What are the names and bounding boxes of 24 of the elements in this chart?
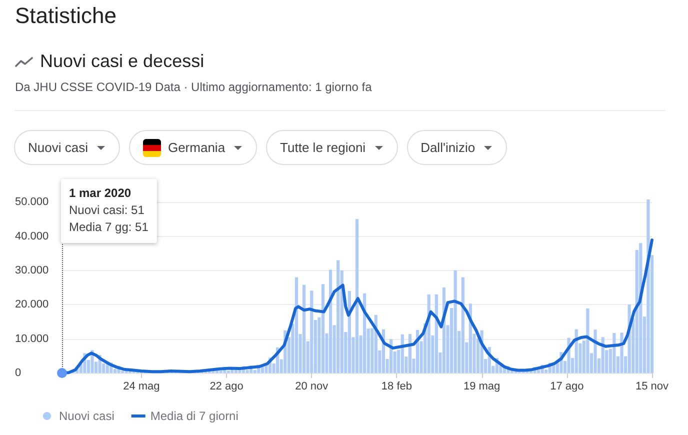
x-tick-label: 18 feb [381,380,412,392]
y-tick-label: 20.000 [15,298,49,311]
x-tick-label: 24 mag [123,380,160,392]
chart-subtitle: Da JHU CSSE COVID-19 Data · Ultimo aggiornamento: 1 giorno fa [15,80,372,94]
tooltip: 1 mar 2020 Nuovi casi: 51 Media 7 gg: 51 [61,179,158,243]
x-tick-label: 17 ago [550,380,584,392]
legend-label: Nuovi casi [59,409,114,423]
x-tick-label: 19 mag [463,380,500,392]
x-tick-label: 22 ago [210,380,244,392]
y-tick-label: 30.000 [15,264,49,276]
y-tick-label: 10.000 [15,332,49,345]
chart-title: Nuovi casi e decessi [40,51,204,72]
dropdown-button: Tutte le regioni [266,130,398,165]
dropdown-button: Nuovi casi [14,130,120,165]
x-tick-label: 20 nov [295,380,329,392]
annotation: 1 mar 2020 Nuovi casi: 51 Media 7 gg: 51 [69,185,148,236]
y-tick-label: 40.000 [15,230,49,242]
x-tick-label: 15 nov [635,380,670,392]
legend-label: Media di 7 giorni [150,409,238,423]
y-tick-label: 0 [15,367,22,379]
dropdown-button: Germania [128,130,258,165]
dropdown-button: Dall'inizio [406,130,508,165]
y-tick-label: 50.000 [15,196,49,208]
text: Statistiche [15,3,116,29]
